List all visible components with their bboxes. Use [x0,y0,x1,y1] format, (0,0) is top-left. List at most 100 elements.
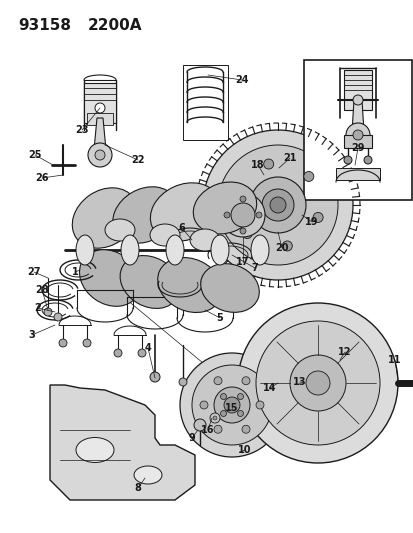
Polygon shape [351,100,363,132]
Text: 6: 6 [178,223,185,233]
Circle shape [255,321,379,445]
Text: 27: 27 [27,267,40,277]
Ellipse shape [76,438,114,463]
Circle shape [263,159,273,169]
Circle shape [202,130,352,280]
Ellipse shape [190,229,219,251]
Circle shape [237,410,243,416]
Text: 4: 4 [144,343,151,353]
Circle shape [269,197,285,213]
Text: 7: 7 [251,263,258,273]
Ellipse shape [211,235,228,265]
Circle shape [214,377,221,385]
Circle shape [83,339,91,347]
Circle shape [95,103,105,113]
Text: 17: 17 [236,257,249,267]
Circle shape [221,193,264,237]
Text: 11: 11 [387,355,401,365]
Circle shape [237,393,243,400]
Text: 15: 15 [225,403,238,413]
Text: 25: 25 [28,150,42,160]
Circle shape [178,378,187,386]
Circle shape [242,377,249,385]
Circle shape [223,397,240,413]
Ellipse shape [200,264,259,312]
Bar [183,65,228,140]
Ellipse shape [150,183,219,241]
Circle shape [214,425,221,433]
Circle shape [352,130,362,140]
Circle shape [343,156,351,164]
Circle shape [305,371,329,395]
Ellipse shape [150,224,180,246]
Circle shape [237,303,397,463]
Circle shape [95,150,105,160]
Text: 12: 12 [337,347,351,357]
Circle shape [199,401,207,409]
Circle shape [352,95,362,105]
Text: 9: 9 [188,433,195,443]
Ellipse shape [79,249,140,306]
Text: 2200A: 2200A [88,18,142,33]
Circle shape [233,188,242,198]
Circle shape [249,177,305,233]
Bar [87,113,113,125]
Ellipse shape [72,188,138,248]
Text: 26: 26 [35,173,49,183]
Circle shape [230,203,254,227]
Text: 14: 14 [263,383,276,393]
Circle shape [212,416,216,420]
Circle shape [214,387,249,423]
Text: 93158: 93158 [18,18,71,33]
Text: 16: 16 [201,425,214,435]
Text: 8: 8 [134,483,141,493]
Circle shape [312,213,322,222]
Circle shape [261,189,293,221]
Text: 19: 19 [304,217,318,227]
Circle shape [150,372,159,382]
Text: 20: 20 [275,243,288,253]
Text: 2: 2 [35,303,41,313]
Circle shape [180,353,283,457]
Ellipse shape [193,182,256,234]
Polygon shape [50,385,195,500]
Circle shape [240,196,245,202]
Text: 10: 10 [237,445,251,455]
Bar [84,83,116,123]
Circle shape [138,349,146,357]
Ellipse shape [166,235,183,265]
Text: 23: 23 [75,125,88,135]
Text: 24: 24 [235,75,248,85]
Text: 1: 1 [71,267,78,277]
Text: 28: 28 [35,285,49,295]
Text: 21: 21 [282,153,296,163]
Ellipse shape [121,235,139,265]
Circle shape [242,425,249,433]
Circle shape [209,413,219,423]
Polygon shape [343,135,371,148]
Circle shape [303,172,313,181]
Circle shape [192,365,271,445]
Circle shape [242,229,252,239]
Text: 5: 5 [216,313,223,323]
Circle shape [223,212,230,218]
Circle shape [59,339,67,347]
Circle shape [220,410,226,416]
Circle shape [282,241,292,251]
Circle shape [44,308,52,316]
Ellipse shape [157,257,222,312]
Text: 22: 22 [131,155,145,165]
Ellipse shape [134,466,161,484]
Circle shape [255,212,261,218]
Circle shape [88,143,112,167]
Circle shape [220,393,226,400]
Ellipse shape [105,219,135,241]
Circle shape [194,419,206,431]
Text: 29: 29 [350,143,364,153]
Text: 3: 3 [28,330,35,340]
Circle shape [289,355,345,411]
Polygon shape [335,168,379,180]
Ellipse shape [250,235,268,265]
Text: 18: 18 [251,160,264,170]
Circle shape [345,123,369,147]
